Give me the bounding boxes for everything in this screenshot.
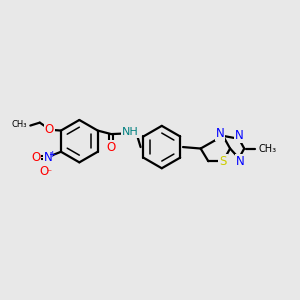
Text: O: O bbox=[45, 123, 54, 136]
Text: N: N bbox=[44, 151, 52, 164]
Text: CH₃: CH₃ bbox=[11, 121, 27, 130]
Text: NH: NH bbox=[122, 127, 139, 137]
Text: O: O bbox=[31, 151, 40, 164]
Text: O: O bbox=[40, 165, 49, 178]
Text: CH₃: CH₃ bbox=[259, 143, 277, 154]
Text: ⁻: ⁻ bbox=[46, 168, 51, 178]
Text: N: N bbox=[216, 127, 224, 140]
Text: N: N bbox=[236, 155, 245, 168]
Text: O: O bbox=[106, 141, 116, 154]
Text: +: + bbox=[48, 150, 55, 159]
Text: S: S bbox=[219, 155, 227, 168]
Text: N: N bbox=[235, 129, 243, 142]
